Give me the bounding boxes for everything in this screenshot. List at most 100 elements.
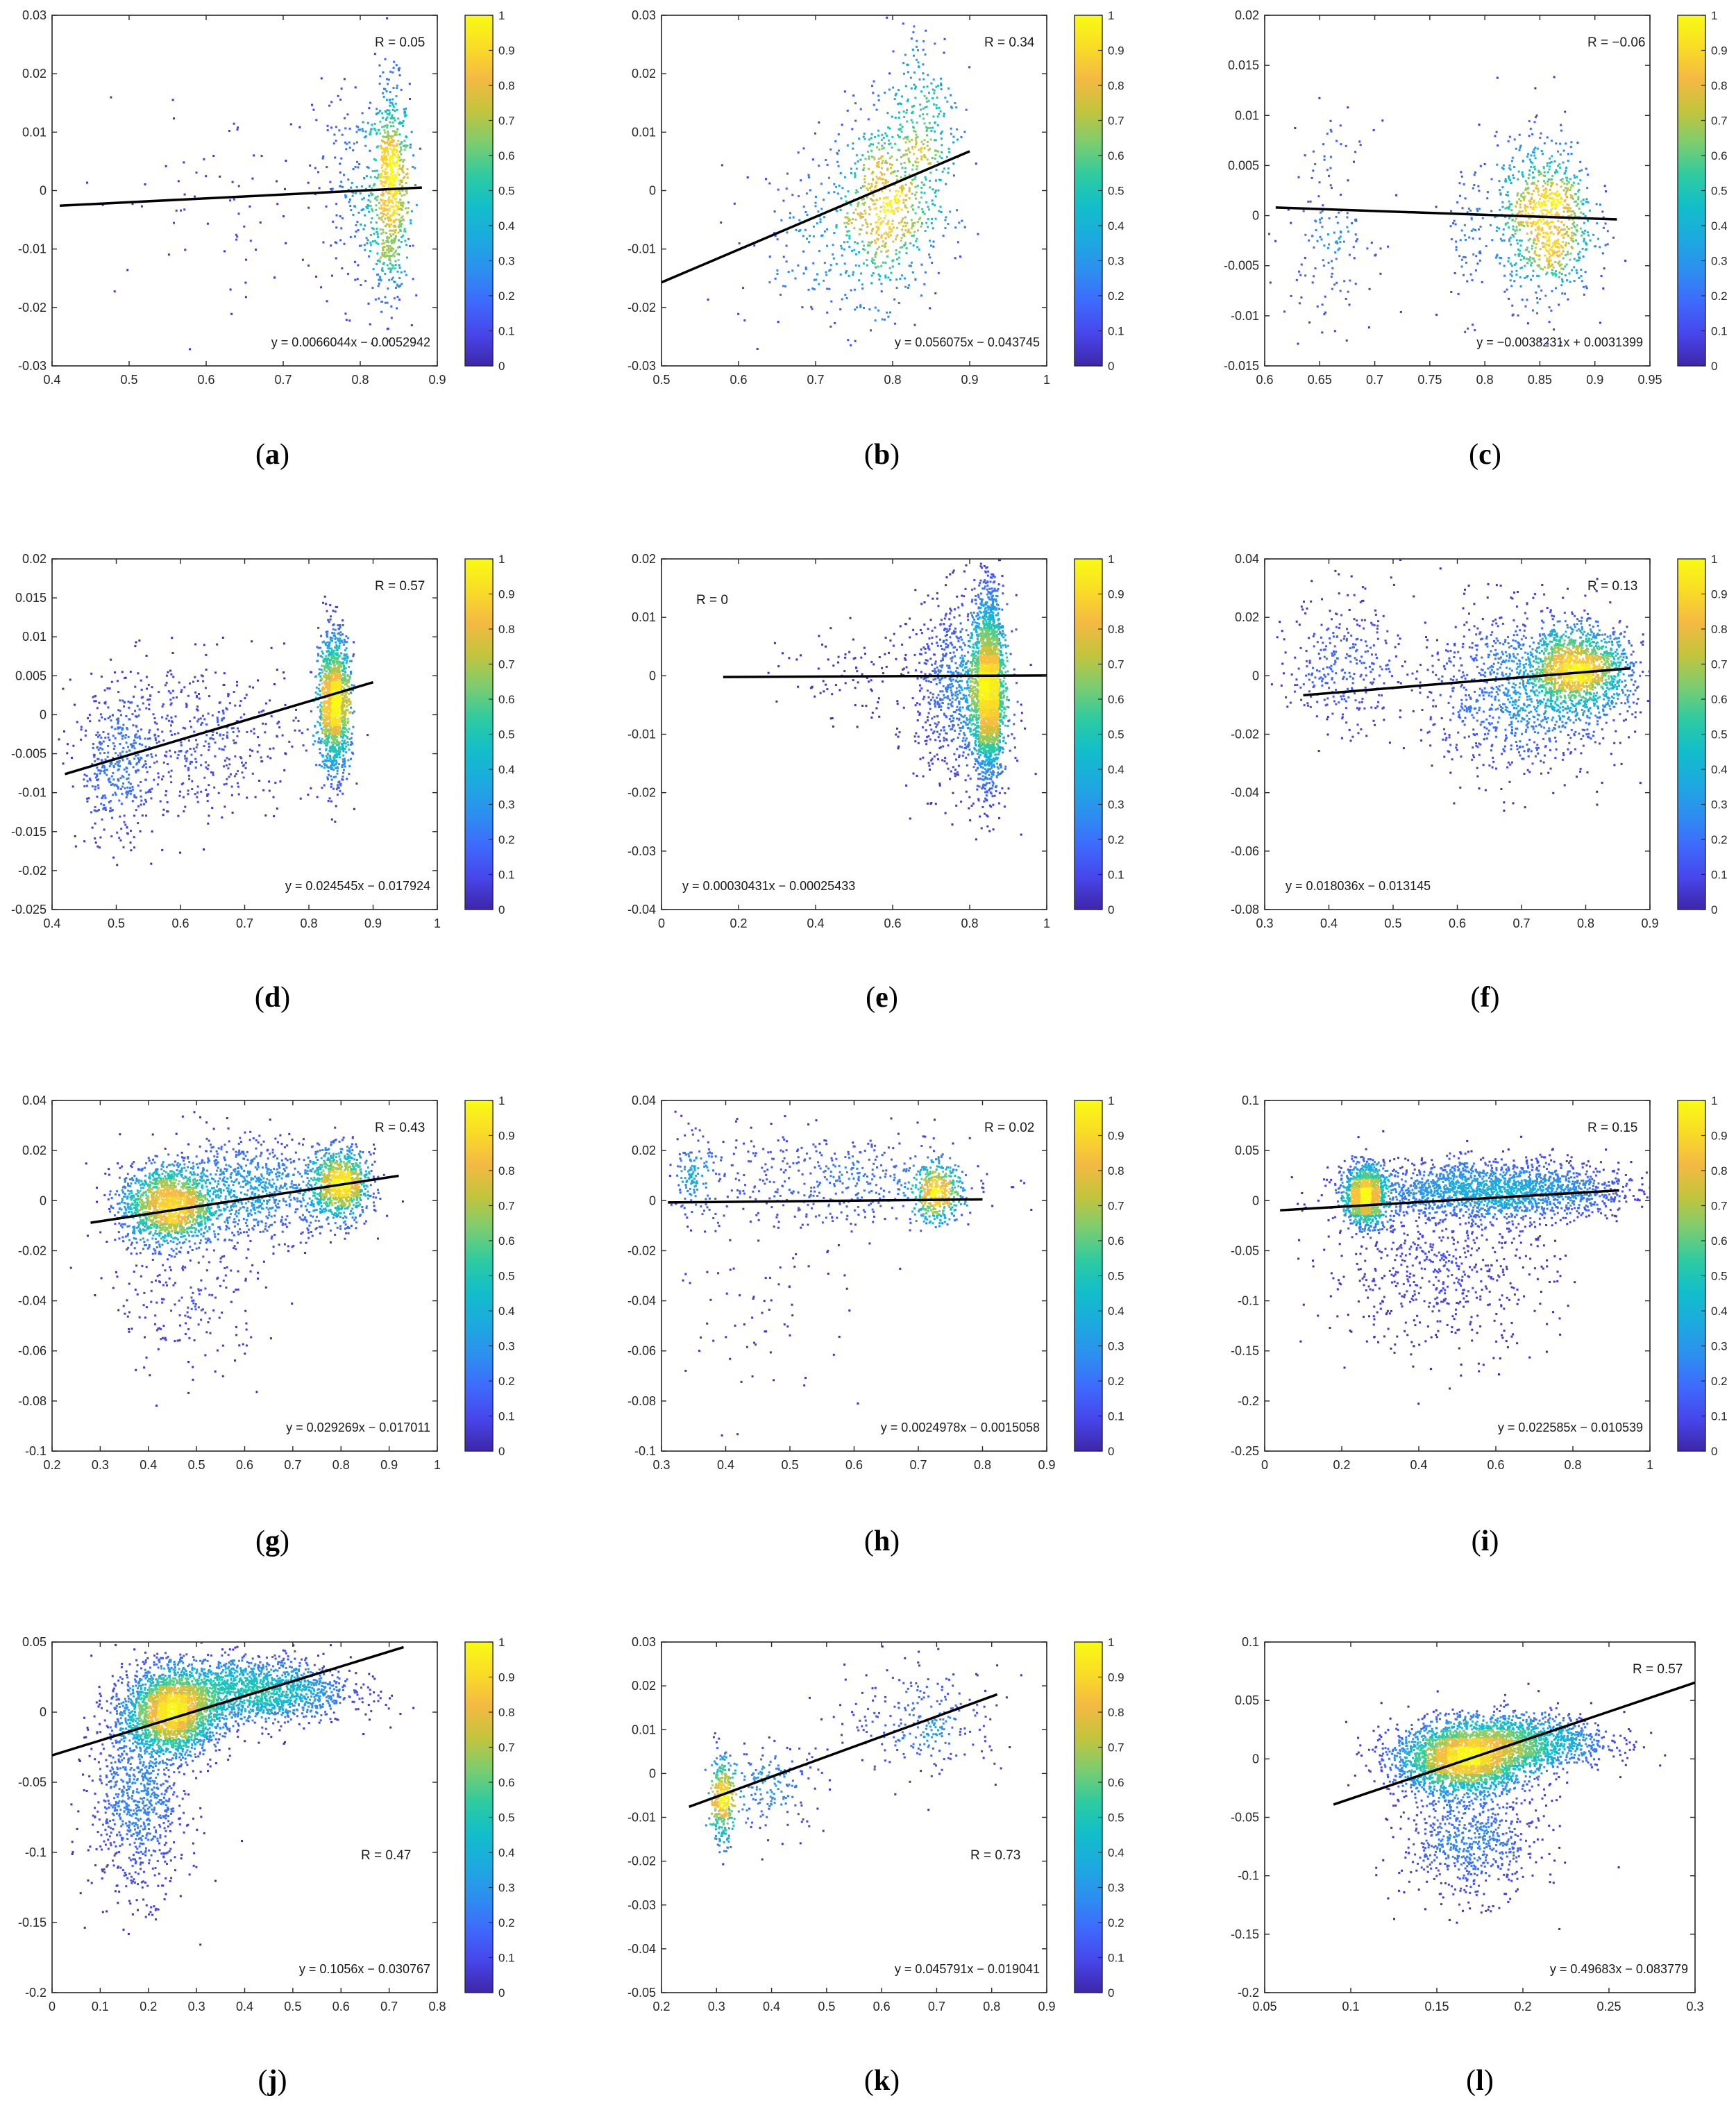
- x-tick-label: 0.7: [1366, 373, 1383, 387]
- scatter-point: [108, 765, 111, 768]
- scatter-point: [1547, 263, 1550, 266]
- scatter-point: [283, 677, 286, 680]
- scatter-point: [1528, 251, 1531, 253]
- scatter-point: [1495, 255, 1498, 258]
- scatter-point: [317, 731, 319, 734]
- scatter-point: [843, 90, 846, 93]
- scatter-point: [344, 718, 346, 721]
- scatter-point: [888, 163, 891, 166]
- scatter-point: [253, 728, 255, 730]
- scatter-point: [335, 140, 337, 142]
- scatter-point: [248, 755, 251, 757]
- scatter-point: [875, 232, 878, 235]
- scatter-point: [1545, 196, 1548, 199]
- scatter-point: [94, 822, 96, 825]
- scatter-point: [946, 100, 949, 103]
- scatter-point: [114, 737, 117, 739]
- scatter-point: [1551, 201, 1553, 204]
- scatter-point: [914, 131, 917, 133]
- scatter-point: [1323, 155, 1326, 158]
- scatter-point: [87, 797, 90, 800]
- scatter-point: [1531, 244, 1533, 247]
- scatter-point: [1548, 226, 1551, 229]
- scatter-point: [870, 232, 873, 235]
- scatter-point: [355, 192, 357, 194]
- scatter-point: [161, 848, 164, 851]
- scatter-point: [396, 283, 398, 286]
- scatter-point: [334, 610, 337, 613]
- scatter-point: [895, 238, 897, 241]
- scatter-point: [887, 235, 890, 238]
- scatter-point: [1544, 197, 1547, 199]
- scatter-point: [112, 748, 115, 750]
- scatter-point: [357, 229, 360, 231]
- scatter-point: [125, 734, 128, 737]
- scatter-point: [365, 187, 367, 190]
- scatter-point: [362, 228, 365, 231]
- scatter-point: [866, 264, 868, 267]
- scatter-point: [415, 203, 418, 206]
- scatter-point: [1496, 163, 1499, 166]
- scatter-point: [153, 762, 155, 764]
- scatter-point: [1545, 259, 1548, 262]
- scatter-point: [877, 142, 880, 144]
- scatter-point: [388, 199, 391, 201]
- scatter-point: [904, 183, 907, 186]
- scatter-point: [1335, 258, 1338, 260]
- scatter-point: [1470, 218, 1473, 221]
- scatter-point: [269, 699, 271, 702]
- colorbar-tick-label: 1: [1108, 9, 1114, 22]
- scatter-point: [392, 193, 395, 196]
- scatter-point: [169, 692, 172, 694]
- scatter-point: [884, 187, 887, 190]
- scatter-point: [350, 209, 353, 212]
- scatter-point: [344, 676, 346, 678]
- scatter-point: [382, 228, 384, 231]
- scatter-point: [914, 185, 917, 188]
- scatter-point: [1542, 174, 1545, 177]
- panel-caption-b: (b): [864, 439, 900, 471]
- scatter-point: [870, 190, 873, 192]
- scatter-point: [328, 641, 331, 644]
- scatter-point: [1535, 235, 1538, 238]
- scatter-point: [1311, 235, 1314, 237]
- scatter-point: [328, 732, 331, 735]
- scatter-point: [379, 198, 382, 201]
- scatter-point: [1473, 174, 1476, 176]
- scatter-point: [1562, 233, 1565, 236]
- scatter-point: [1526, 156, 1528, 158]
- scatter-point: [207, 822, 210, 825]
- scatter-point: [940, 137, 943, 140]
- scatter-point: [1532, 221, 1535, 224]
- scatter-point: [1549, 188, 1551, 191]
- scatter-point: [371, 240, 374, 243]
- scatter-point: [338, 763, 340, 766]
- scatter-point: [336, 606, 339, 608]
- scatter-point: [323, 784, 326, 787]
- scatter-point: [124, 787, 126, 789]
- scatter-point: [898, 117, 900, 119]
- scatter-point: [388, 176, 391, 178]
- scatter-point: [140, 728, 142, 731]
- scatter-point: [936, 115, 939, 118]
- scatter-point: [330, 749, 333, 752]
- scatter-point: [934, 191, 936, 194]
- scatter-point: [1547, 342, 1549, 345]
- scatter-point: [389, 166, 392, 169]
- scatter-point: [877, 134, 879, 137]
- scatter-point: [390, 170, 393, 173]
- y-tick-label: 0.02: [632, 67, 656, 81]
- scatter-point: [121, 671, 124, 673]
- scatter-point: [950, 133, 952, 135]
- scatter-point: [187, 739, 190, 742]
- scatter-point: [1553, 203, 1556, 206]
- scatter-point: [376, 231, 378, 233]
- scatter-point: [852, 147, 854, 150]
- scatter-point: [117, 785, 119, 788]
- scatter-point: [922, 107, 925, 110]
- scatter-point: [387, 255, 390, 258]
- scatter-point: [1521, 254, 1524, 257]
- scatter-point: [1565, 263, 1568, 266]
- scatter-point: [317, 706, 319, 709]
- scatter-point: [368, 194, 371, 197]
